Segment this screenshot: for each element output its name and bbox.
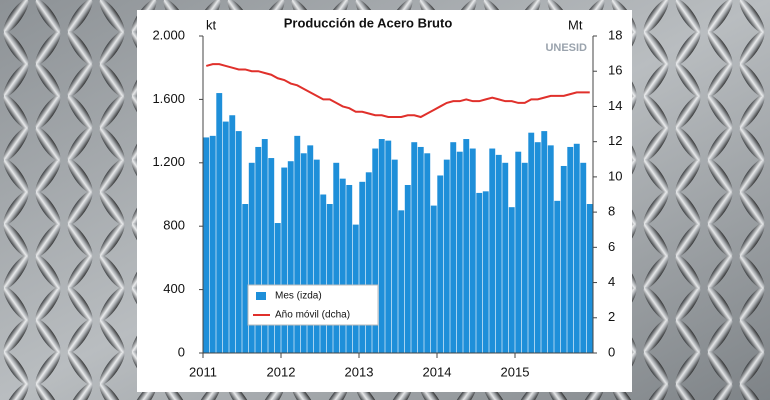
bar <box>235 131 242 353</box>
bar <box>326 204 333 353</box>
y2-tick-label: 6 <box>608 239 615 254</box>
bar <box>424 153 431 353</box>
y2-tick-label: 18 <box>608 27 622 42</box>
bar <box>333 162 340 353</box>
y2-tick-label: 10 <box>608 168 622 183</box>
y-axis-label: kt <box>206 17 217 32</box>
bar <box>378 139 385 353</box>
bar <box>313 159 320 353</box>
bar <box>294 135 301 353</box>
bar <box>469 148 476 353</box>
y2-tick-label: 2 <box>608 309 615 324</box>
bar <box>222 121 229 353</box>
x-tick-label: 2015 <box>501 364 530 379</box>
bar <box>554 200 561 353</box>
bar <box>495 154 502 353</box>
bar <box>300 153 307 353</box>
bar <box>248 162 255 353</box>
line-series <box>205 63 590 119</box>
y-tick-label: 0 <box>178 344 185 359</box>
bar <box>268 158 275 353</box>
bar <box>443 159 450 353</box>
bar <box>489 148 496 353</box>
y-tick-label: 400 <box>163 281 185 296</box>
y2-axis-label: Mt <box>568 17 583 32</box>
x-tick-label: 2013 <box>345 364 374 379</box>
y-tick-label: 2.000 <box>152 27 185 42</box>
bar <box>580 162 587 353</box>
bar <box>365 172 372 353</box>
bar <box>573 143 580 353</box>
bar <box>502 162 509 353</box>
bar <box>281 167 288 353</box>
bar <box>372 148 379 353</box>
legend-label: Mes (izda) <box>275 291 322 302</box>
bar <box>541 131 548 353</box>
bar <box>320 194 327 353</box>
bar <box>346 184 353 353</box>
y2-tick-label: 12 <box>608 133 622 148</box>
bar <box>456 151 463 353</box>
bar <box>463 139 470 353</box>
x-tick-label: 2011 <box>189 364 217 379</box>
bar <box>287 161 294 353</box>
bar <box>209 135 216 353</box>
bar <box>339 178 346 353</box>
bar <box>586 204 593 353</box>
y2-tick-label: 0 <box>608 344 615 359</box>
bar <box>476 192 483 353</box>
x-tick-label: 2012 <box>267 364 296 379</box>
bar <box>528 132 535 353</box>
bar <box>261 139 268 353</box>
bar <box>203 137 210 353</box>
legend-label: Año móvil (dcha) <box>275 310 350 321</box>
legend-box <box>247 284 379 326</box>
bar <box>398 210 405 353</box>
bar <box>216 93 223 353</box>
bar <box>385 140 392 353</box>
y2-tick-label: 14 <box>608 98 622 113</box>
bar <box>547 145 554 353</box>
bar <box>242 204 249 353</box>
y2-tick-label: 16 <box>608 63 622 78</box>
y2-tick-label: 8 <box>608 204 615 219</box>
x-tick-label: 2014 <box>423 364 452 379</box>
bar <box>534 142 541 353</box>
bar <box>482 191 489 353</box>
y-tick-label: 1.600 <box>152 91 185 106</box>
bar <box>508 207 515 353</box>
bar <box>567 146 574 353</box>
y-tick-label: 1.200 <box>152 154 185 169</box>
bar <box>404 184 411 353</box>
bar <box>307 145 314 353</box>
bar <box>560 165 567 353</box>
y2-tick-label: 4 <box>608 274 615 289</box>
legend-swatch <box>256 292 266 300</box>
bar <box>521 162 528 353</box>
bar <box>229 115 236 353</box>
bar <box>515 151 522 353</box>
bar <box>255 146 262 353</box>
chart-title: Producción de Acero Bruto <box>284 15 453 30</box>
bar <box>450 142 457 353</box>
bar <box>430 205 437 353</box>
bar <box>437 175 444 353</box>
bar <box>391 159 398 353</box>
watermark: UNESID <box>545 42 587 54</box>
bar <box>417 146 424 353</box>
bar <box>359 181 366 353</box>
y-tick-label: 800 <box>163 218 185 233</box>
bar <box>411 142 418 353</box>
